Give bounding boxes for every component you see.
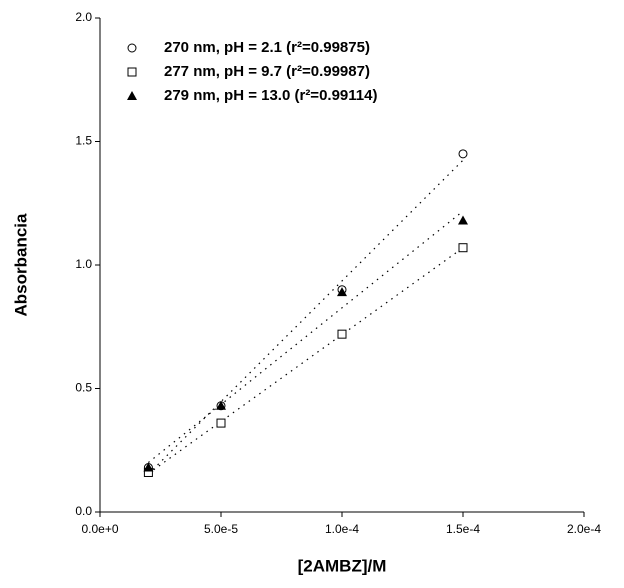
marker [458,243,468,253]
y-tick-label: 2.0 [75,10,92,24]
y-tick-label: 1.0 [75,257,92,271]
y-tick-label: 1.5 [75,134,92,148]
marker [458,215,468,225]
x-tick-label: 1.0e-4 [325,522,359,536]
legend-label: 279 nm, pH = 13.0 (r²=0.99114) [164,87,377,104]
x-tick-label: 1.5e-4 [446,522,480,536]
fit-line [148,210,464,463]
marker [143,462,154,472]
marker [458,149,468,159]
marker [216,418,226,428]
marker [216,400,226,410]
fit-line [147,159,464,475]
x-tick-label: 5.0e-5 [204,522,238,536]
x-axis-title: [2AMBZ]/M [298,556,387,575]
x-tick-label: 2.0e-4 [567,522,601,536]
marker [127,91,137,100]
marker [337,329,347,339]
y-axis-title: Absorbancia [11,213,30,317]
y-tick-label: 0.0 [75,504,92,518]
legend-label: 277 nm, pH = 9.7 (r²=0.99987) [164,63,370,80]
marker [127,67,137,77]
legend-label: 270 nm, pH = 2.1 (r²=0.99875) [164,39,370,56]
marker [127,43,137,53]
x-tick-label: 0.0e+0 [81,522,118,536]
marker [337,287,347,297]
y-tick-label: 0.5 [75,381,92,395]
fit-line [148,247,464,475]
